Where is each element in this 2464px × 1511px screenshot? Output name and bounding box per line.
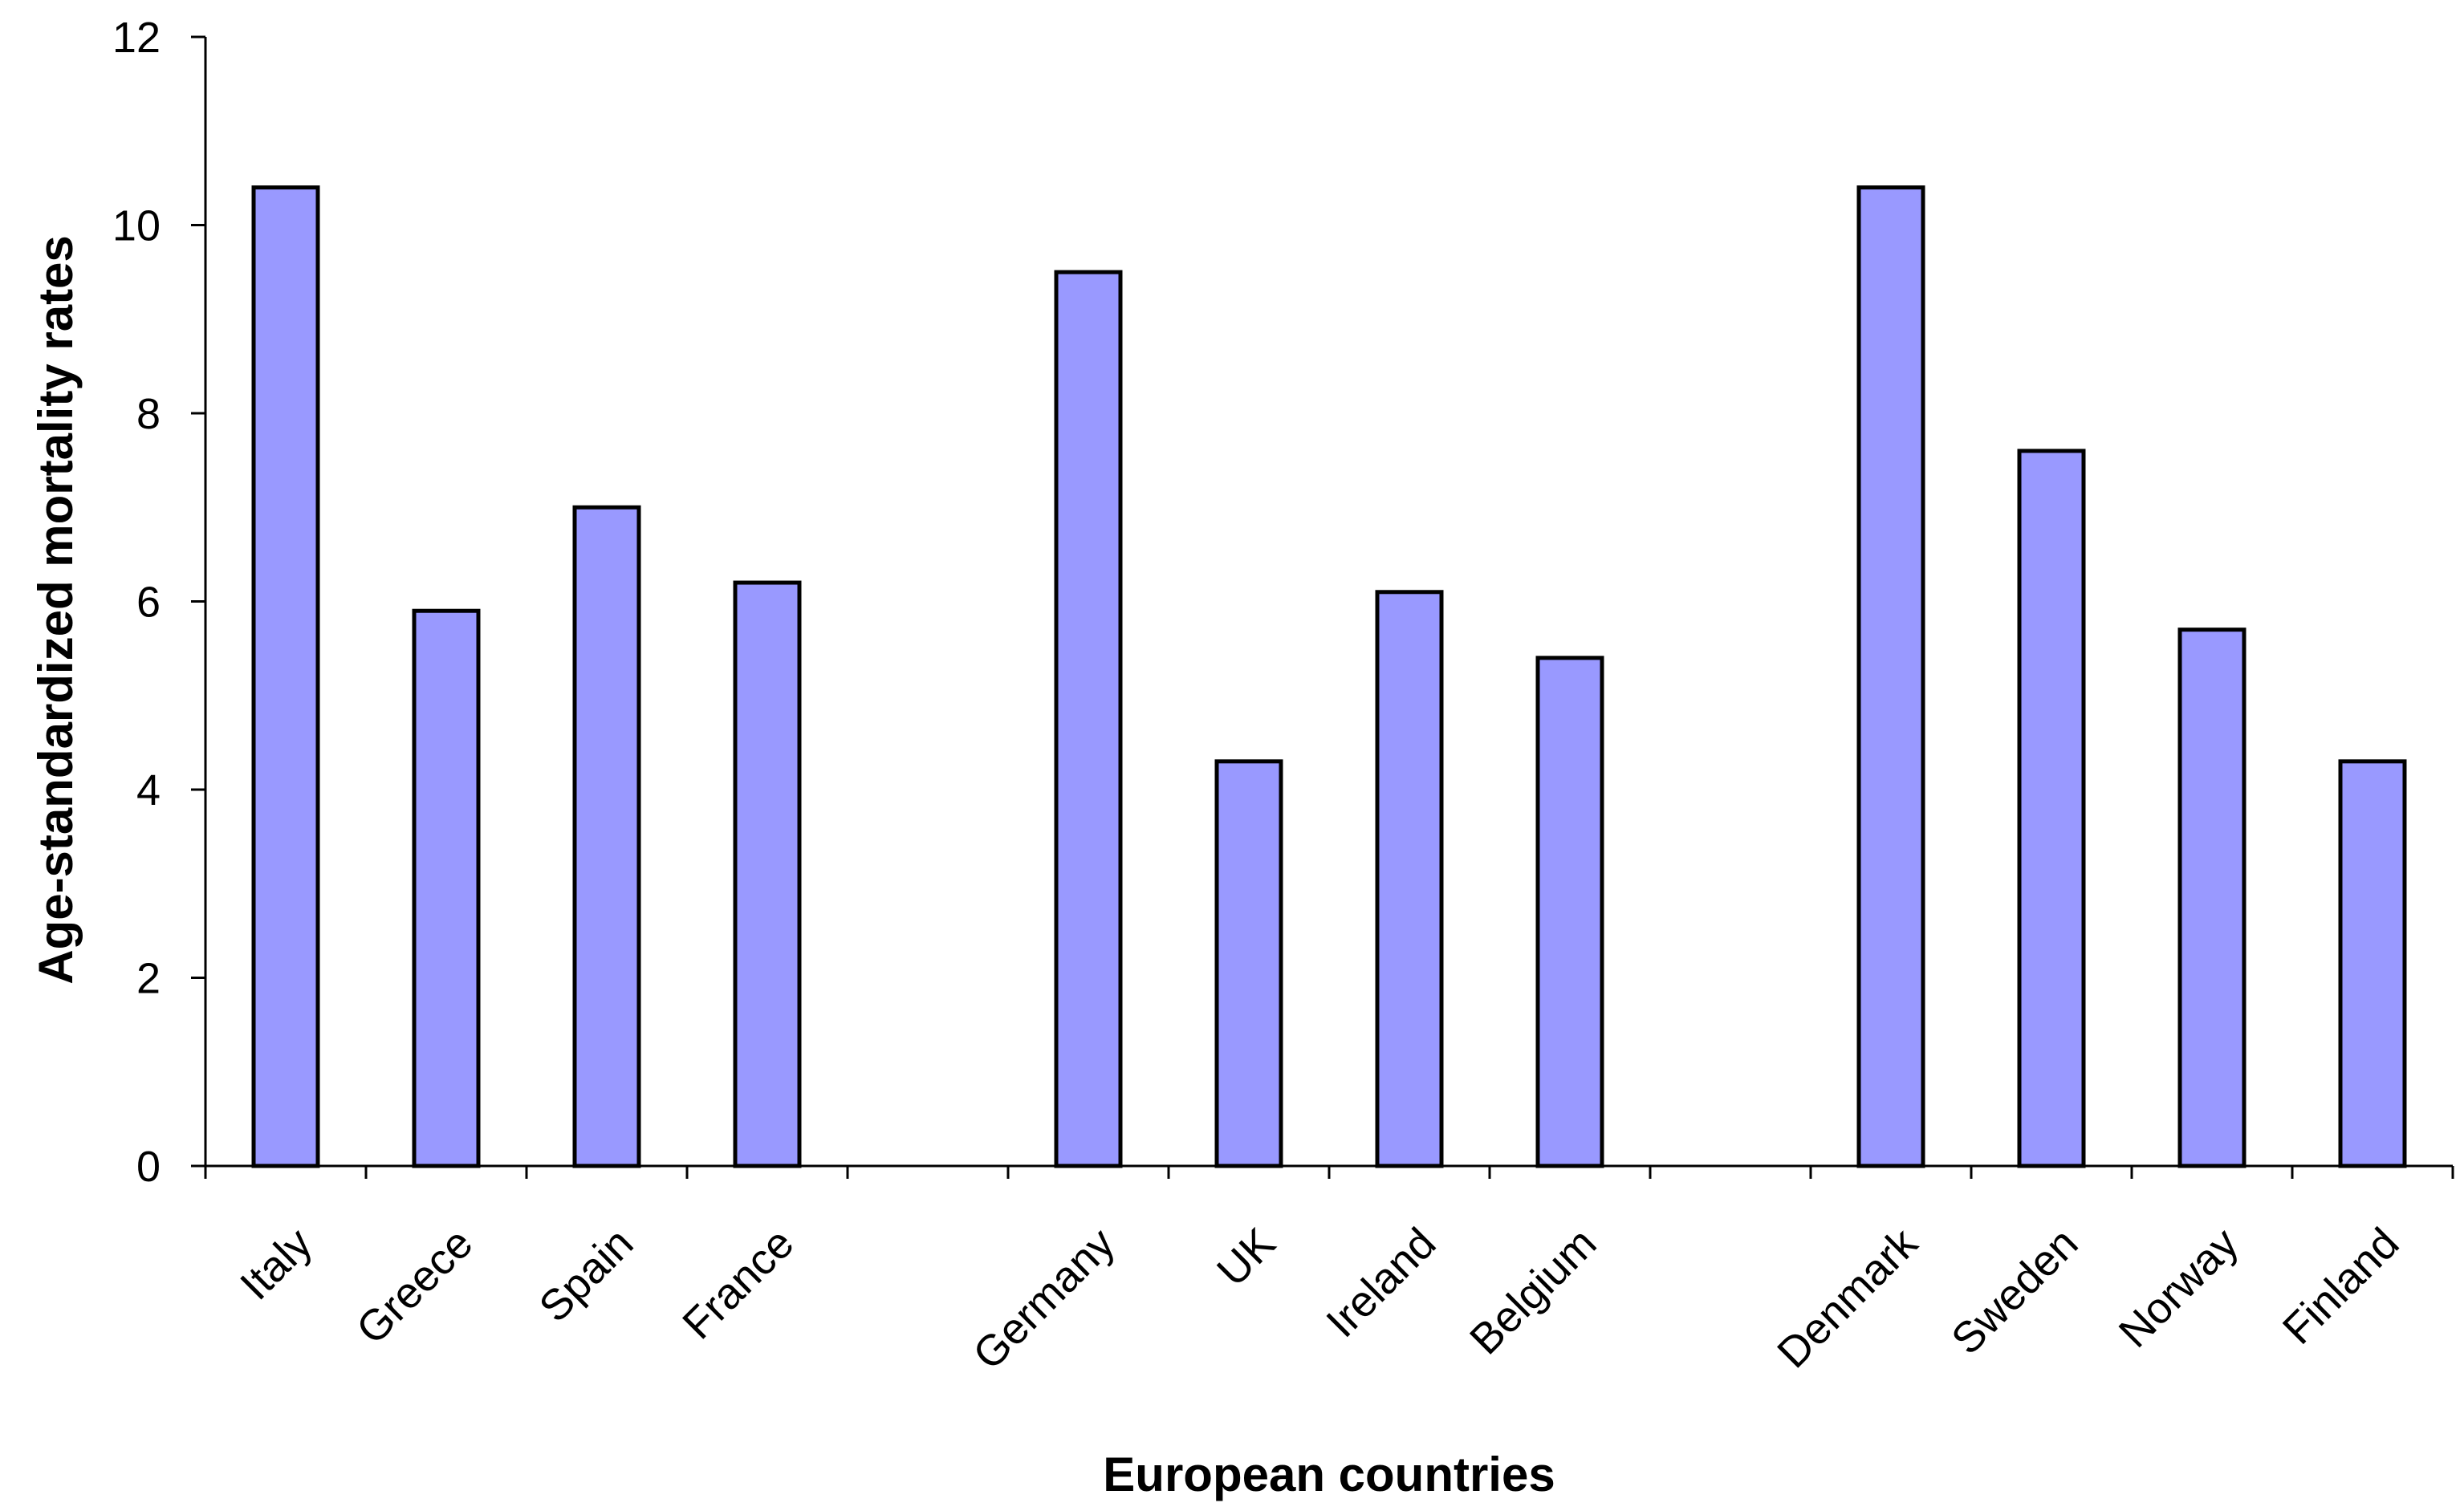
bar-norway bbox=[2177, 628, 2246, 1168]
bar-ireland bbox=[1375, 590, 1444, 1168]
x-labels-group: Italy Greece Spain France Germany UK Ireland Be… bbox=[231, 1218, 2408, 1379]
x-tick-label: Greece bbox=[348, 1219, 482, 1354]
x-tick-label: Denmark bbox=[1768, 1218, 1927, 1377]
x-tick-label: Sweden bbox=[1942, 1219, 2087, 1363]
bar-germany bbox=[1054, 270, 1123, 1168]
y-tick-label: 10 bbox=[112, 202, 161, 250]
x-tick-label: Germany bbox=[964, 1219, 1124, 1379]
bar-greece bbox=[412, 608, 481, 1168]
bar-uk bbox=[1214, 759, 1283, 1168]
y-tick-label: 12 bbox=[112, 14, 161, 62]
y-tick-label: 8 bbox=[136, 390, 161, 438]
x-tick-label: Norway bbox=[2110, 1219, 2248, 1357]
y-axis-title: Age-standardized mortality rates bbox=[29, 235, 83, 985]
x-tick-label: France bbox=[673, 1219, 803, 1348]
x-ticks-group bbox=[204, 1166, 2454, 1179]
bar-spain bbox=[572, 505, 641, 1168]
bar-sweden bbox=[2017, 449, 2086, 1168]
y-tick-label: 2 bbox=[136, 955, 161, 1003]
y-ticks-group: 0 2 4 6 8 10 12 bbox=[112, 14, 205, 1191]
bar-belgium bbox=[1535, 656, 1604, 1168]
x-tick-label: Italy bbox=[231, 1219, 321, 1309]
bars-group bbox=[251, 185, 2407, 1168]
bar-italy bbox=[251, 185, 320, 1168]
y-tick-label: 0 bbox=[136, 1143, 161, 1191]
x-tick-label: Finland bbox=[2274, 1219, 2409, 1354]
bar-france bbox=[733, 580, 802, 1168]
y-tick-label: 6 bbox=[136, 579, 161, 627]
x-tick-label: Spain bbox=[530, 1219, 642, 1331]
x-tick-label: Ireland bbox=[1317, 1219, 1445, 1346]
x-axis-title: European countries bbox=[1103, 1448, 1555, 1501]
bar-denmark bbox=[1856, 185, 1925, 1168]
y-tick-label: 4 bbox=[136, 766, 161, 814]
x-tick-label: Belgium bbox=[1461, 1219, 1605, 1363]
x-tick-label: UK bbox=[1208, 1219, 1284, 1295]
bar-finland bbox=[2338, 759, 2407, 1168]
